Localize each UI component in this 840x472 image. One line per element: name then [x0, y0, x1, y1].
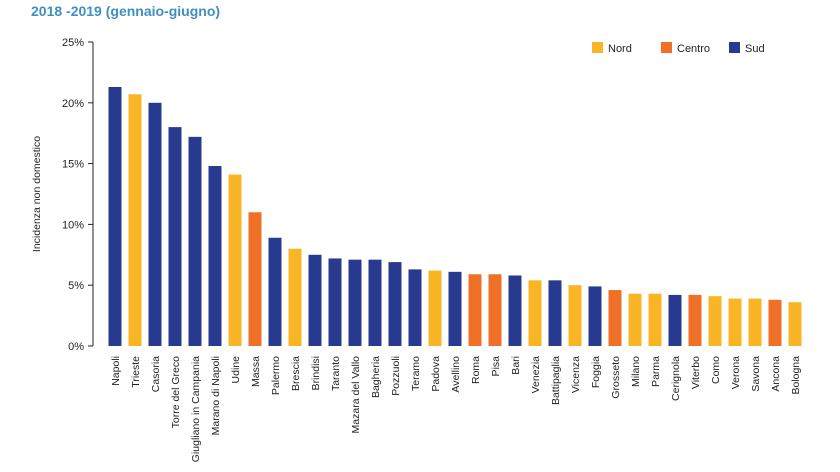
legend-label: Centro	[677, 43, 710, 55]
category-label: Viterbo	[690, 356, 702, 389]
bar	[468, 274, 482, 346]
bar	[288, 248, 302, 346]
category-label: Ancona	[770, 356, 782, 392]
category-label: Taranto	[330, 356, 342, 391]
category-label: Giugliano in Campania	[190, 356, 202, 462]
legend-swatch	[592, 42, 603, 53]
bar	[308, 254, 322, 346]
category-label: Udine	[230, 356, 242, 384]
bar	[788, 302, 802, 346]
bar	[768, 299, 782, 346]
category-label: Grosseto	[610, 356, 622, 399]
y-tick-label: 25%	[62, 37, 84, 49]
category-label: Pisa	[490, 356, 502, 377]
bar	[708, 296, 722, 346]
category-label: Cerignola	[670, 356, 682, 401]
category-label: Napoli	[110, 356, 122, 386]
bar	[508, 275, 522, 346]
bar	[628, 293, 642, 346]
bar	[388, 262, 402, 346]
legend-label: Nord	[608, 43, 632, 55]
category-label: Casoria	[150, 356, 162, 392]
bar	[488, 274, 502, 346]
legend: Nord Centro Sud	[592, 42, 765, 55]
category-label: Savona	[750, 356, 762, 392]
category-label: Venezia	[530, 356, 542, 394]
bar	[568, 285, 582, 346]
bar	[528, 280, 542, 346]
category-label: Teramo	[410, 356, 422, 391]
bar	[368, 259, 382, 346]
bar	[648, 293, 662, 346]
bar	[448, 271, 462, 346]
bar	[348, 259, 362, 346]
category-label: Como	[710, 356, 722, 384]
category-label: Avellino	[450, 356, 462, 393]
category-label: Verona	[730, 356, 742, 389]
bar	[328, 258, 342, 346]
bar	[588, 286, 602, 346]
legend-label: Sud	[745, 43, 765, 55]
bar	[748, 298, 762, 346]
category-label: Milano	[630, 356, 642, 387]
chart-subtitle: 2018 -2019 (gennaio-giugno)	[31, 3, 221, 19]
bar	[428, 270, 442, 346]
category-label: Vicenza	[570, 356, 582, 393]
bar	[248, 212, 262, 346]
category-label: Mazara del Vallo	[350, 356, 362, 434]
bar	[228, 174, 242, 346]
bar	[188, 136, 202, 346]
category-label: Foggia	[590, 356, 602, 388]
y-tick-label: 15%	[62, 159, 84, 171]
category-label: Palermo	[270, 356, 282, 395]
legend-swatch	[729, 42, 740, 53]
axes: 0% 5% 10% 15% 20% 25% Incidenza non domestico	[31, 37, 94, 353]
bars	[108, 86, 802, 347]
category-label: Marano di Napoli	[210, 356, 222, 435]
bar	[268, 237, 282, 346]
category-label: Roma	[470, 356, 482, 384]
bar	[208, 166, 222, 346]
y-axis-title: Incidenza non domestico	[31, 136, 43, 252]
bar	[728, 298, 742, 346]
y-tick-label: 20%	[62, 98, 84, 110]
bar	[688, 294, 702, 346]
category-label: Battipaglia	[550, 356, 562, 405]
category-label: Massa	[250, 356, 262, 387]
bar	[148, 102, 162, 346]
bar	[408, 269, 422, 346]
bar	[668, 294, 682, 346]
category-label: Pozzuoli	[390, 356, 402, 396]
category-label: Brescia	[290, 356, 302, 391]
category-label: Brindisi	[310, 356, 322, 390]
bar	[108, 86, 122, 346]
category-label: Trieste	[130, 356, 142, 388]
y-tick-label: 0%	[68, 341, 84, 353]
category-label: Bagheria	[370, 356, 382, 398]
category-label: Bari	[510, 356, 522, 375]
bar	[608, 290, 622, 346]
bar	[128, 94, 142, 347]
category-label: Torre del Greco	[170, 356, 182, 429]
y-tick-label: 10%	[62, 219, 84, 231]
bar	[168, 127, 182, 347]
category-label: Bologna	[790, 356, 802, 395]
category-labels: Napoli Trieste Casoria Torre del Greco Giugl…	[110, 356, 802, 462]
category-label: Parma	[650, 356, 662, 387]
bar	[548, 280, 562, 346]
category-label: Padova	[430, 356, 442, 392]
legend-swatch	[661, 42, 672, 53]
y-tick-label: 5%	[68, 280, 84, 292]
